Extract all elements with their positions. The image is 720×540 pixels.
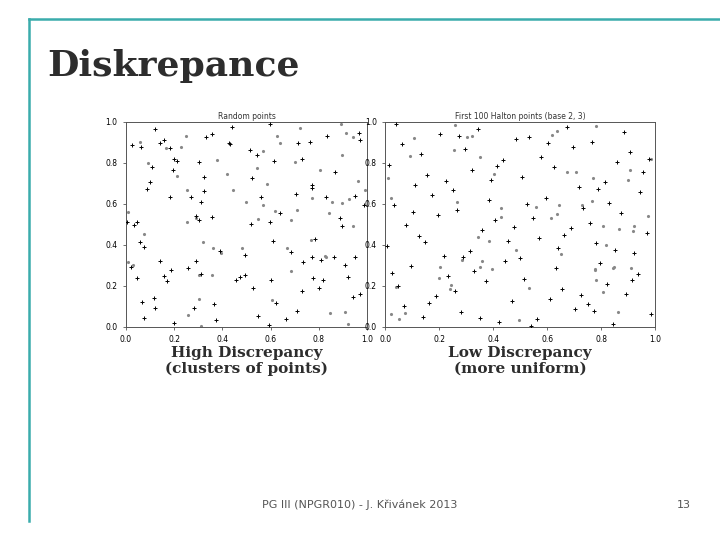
- Text: Low Discrepancy
(more uniform): Low Discrepancy (more uniform): [449, 346, 592, 376]
- Text: High Discrepancy
(clusters of points): High Discrepancy (clusters of points): [165, 346, 328, 376]
- Text: PG III (NPGR010) - J. Křivánek 2013: PG III (NPGR010) - J. Křivánek 2013: [262, 500, 458, 510]
- Text: Diskrepance: Diskrepance: [47, 49, 300, 83]
- Title: Random points: Random points: [217, 112, 276, 121]
- Text: 13: 13: [678, 500, 691, 510]
- Title: First 100 Halton points (base 2, 3): First 100 Halton points (base 2, 3): [455, 112, 585, 121]
